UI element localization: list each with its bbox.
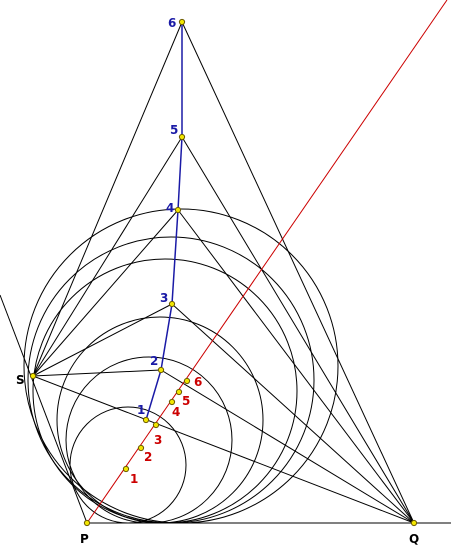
red-label-4: 4 <box>172 405 180 419</box>
point-s <box>29 372 37 380</box>
line-s-apex5 <box>32 136 183 377</box>
blue-point-4 <box>174 206 182 214</box>
blue-label-1: 1 <box>137 403 145 417</box>
red-label-2: 2 <box>144 450 152 464</box>
line-s-apex4 <box>32 209 179 377</box>
blue-point-6 <box>178 18 186 26</box>
red-point-5 <box>175 388 183 396</box>
red-point-6 <box>183 377 191 385</box>
label-s: S <box>16 373 25 387</box>
red-point-1 <box>122 465 130 473</box>
red-point-2 <box>137 444 145 452</box>
red-label-3: 3 <box>154 433 162 447</box>
blue-label-2: 2 <box>150 354 158 368</box>
red-label-5: 5 <box>182 394 190 408</box>
point-q <box>410 519 418 527</box>
red-point-4 <box>168 398 176 406</box>
blue-point-2 <box>157 366 165 374</box>
blue-point-1 <box>142 416 150 424</box>
line-apex2-q <box>160 369 415 524</box>
red-point-3 <box>152 421 160 429</box>
line-apex5-q <box>181 136 415 524</box>
blue-label-4: 4 <box>166 201 174 215</box>
line-s-q <box>32 375 415 524</box>
line-s-apex2 <box>32 369 162 377</box>
incircle-6 <box>23 208 339 524</box>
blue-label-5: 5 <box>170 123 178 137</box>
label-q: Q <box>409 532 419 546</box>
incircle-2 <box>65 356 233 524</box>
red-line <box>86 0 448 524</box>
line-s-apex3 <box>32 303 173 377</box>
line-apex3-q <box>171 303 415 524</box>
point-p <box>83 519 91 527</box>
red-label-1: 1 <box>130 472 138 486</box>
incircle-1 <box>69 406 187 524</box>
blue-path <box>145 22 183 421</box>
blue-label-3: 3 <box>160 291 168 305</box>
blue-point-5 <box>178 133 186 141</box>
line-s-apex6 <box>32 21 183 377</box>
line-apex6-q <box>181 21 415 524</box>
blue-point-3 <box>168 300 176 308</box>
label-p: P <box>80 532 89 546</box>
line-apex4-q <box>177 209 415 524</box>
blue-label-6: 6 <box>168 16 176 30</box>
red-label-6: 6 <box>194 375 202 389</box>
